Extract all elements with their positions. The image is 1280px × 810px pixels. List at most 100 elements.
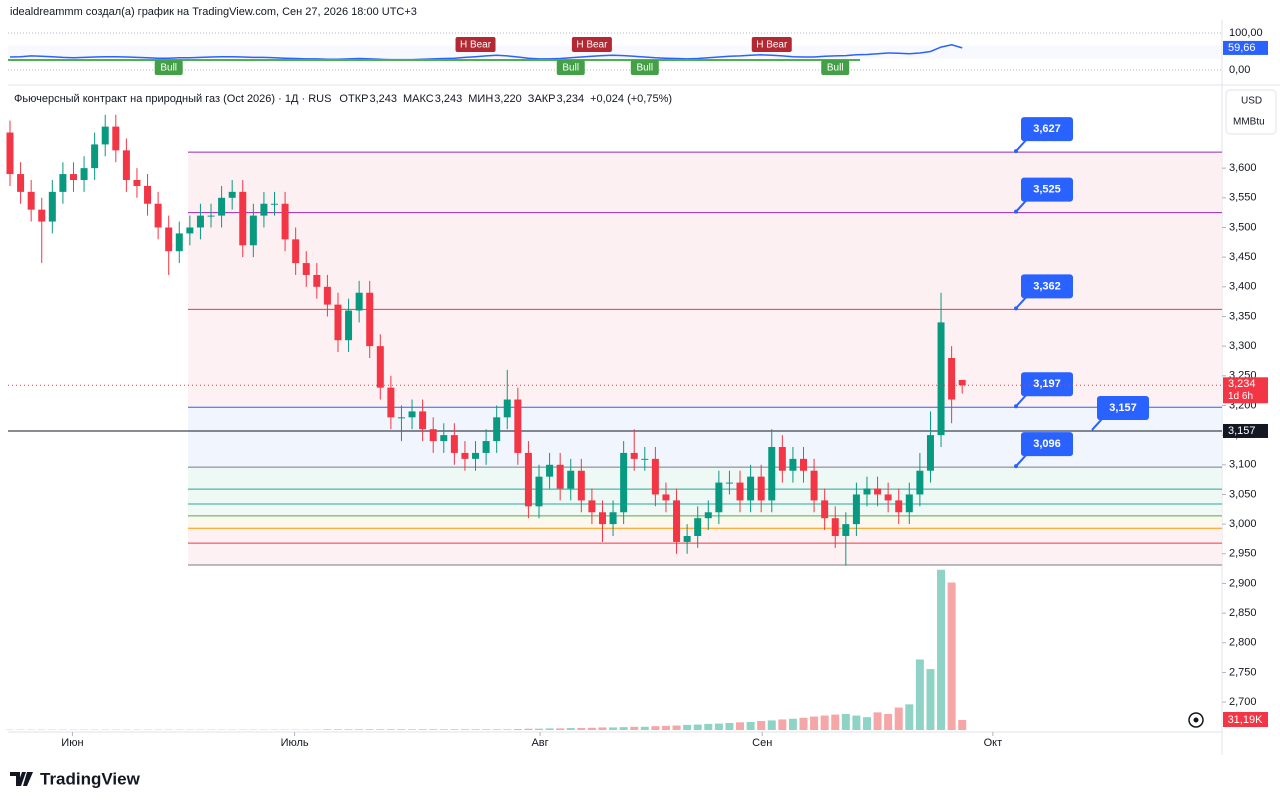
candle-body	[705, 512, 712, 518]
volume-bar	[874, 712, 882, 730]
candle-body	[17, 174, 24, 192]
candle-body	[842, 524, 849, 536]
y-tick-label: 2,800	[1229, 637, 1257, 649]
callout-anchor	[1014, 210, 1018, 214]
y-tick-label: 3,050	[1229, 488, 1257, 500]
candle-body	[863, 489, 870, 495]
volume-bar	[577, 728, 585, 730]
candle-body	[789, 459, 796, 471]
volume-bar	[429, 729, 437, 730]
candle-body	[366, 293, 373, 346]
countdown: 1d 6h	[1228, 391, 1253, 402]
candle-body	[620, 453, 627, 512]
y-tick-label: 3,400	[1229, 281, 1257, 293]
candle-body	[631, 453, 638, 459]
volume-bar	[789, 719, 797, 730]
y-tick-label: 3,500	[1229, 221, 1257, 233]
volume-bar	[630, 727, 638, 730]
volume-bar	[609, 727, 617, 730]
osc-tick-label: 100,00	[1229, 27, 1263, 39]
volume-bar	[472, 729, 480, 730]
volume-bar	[694, 725, 702, 730]
osc-tick-label: 0,00	[1229, 64, 1250, 76]
candle-body	[144, 186, 151, 204]
volume-bar	[461, 729, 469, 730]
y-tick-label: 3,550	[1229, 192, 1257, 204]
volume-bar	[884, 714, 892, 730]
candle-body	[208, 216, 215, 217]
volume-bar	[905, 704, 913, 730]
volume-bar	[419, 729, 427, 730]
candle-body	[176, 233, 183, 251]
y-tick-label: 2,850	[1229, 607, 1257, 619]
candle-body	[334, 305, 341, 341]
candle-body	[938, 322, 945, 435]
candle-body	[461, 453, 468, 459]
volume-bar	[725, 723, 733, 730]
candle-body	[567, 471, 574, 489]
candle-body	[557, 465, 564, 489]
candle-body	[811, 471, 818, 501]
candle-body	[959, 380, 966, 385]
current-line-axis-label: 3,157	[1228, 425, 1256, 437]
settings-dot	[1194, 718, 1199, 723]
candle-body	[356, 293, 363, 311]
level-zone	[188, 528, 1222, 543]
candle-body	[133, 180, 140, 186]
y-tick-label: 3,100	[1229, 459, 1257, 471]
volume-bar	[948, 583, 956, 730]
signal-label: Bull	[160, 63, 177, 74]
candle-body	[102, 127, 109, 145]
candle-body	[409, 411, 416, 417]
volume-bar	[778, 719, 786, 730]
candle-body	[768, 447, 775, 500]
volume-bar	[895, 708, 903, 730]
volume-bar	[747, 722, 755, 730]
candle-body	[737, 483, 744, 501]
volume-bar	[514, 729, 522, 730]
volume-bar	[397, 729, 405, 730]
candle-body	[779, 447, 786, 471]
candle-body	[525, 453, 532, 506]
candle-body	[514, 400, 521, 453]
candle-body	[345, 311, 352, 341]
candle-body	[282, 204, 289, 240]
y-tick-label: 3,350	[1229, 310, 1257, 322]
candle-body	[758, 477, 765, 501]
logo-text: TradingView	[40, 769, 141, 788]
volume-bar	[493, 729, 501, 730]
candle-body	[440, 435, 447, 441]
level-label: 3,627	[1033, 123, 1061, 135]
volume-bar	[937, 570, 945, 730]
candle-body	[673, 500, 680, 542]
volume-bar	[958, 720, 966, 730]
volume-bar	[440, 729, 448, 730]
candle-body	[250, 216, 257, 246]
level-label: 3,096	[1033, 438, 1061, 450]
ohlc-value: 3,243	[435, 93, 463, 105]
osc-band	[8, 46, 1222, 59]
x-tick-label: Июн	[61, 737, 83, 749]
candle-body	[81, 168, 88, 180]
candle-body	[948, 358, 955, 400]
y-tick-label: 2,900	[1229, 577, 1257, 589]
candle-body	[112, 127, 119, 151]
candle-body	[303, 263, 310, 275]
candle-body	[800, 459, 807, 471]
volume-bar	[376, 729, 384, 730]
candle-body	[726, 483, 733, 484]
ohlc-value: 3,234	[557, 93, 585, 105]
candle-body	[28, 192, 35, 210]
ohlc-name: МАКС	[403, 93, 434, 105]
candle-body	[610, 512, 617, 524]
signal-label: H Bear	[576, 40, 608, 51]
x-tick-label: Июль	[281, 737, 309, 749]
candle-body	[186, 227, 193, 233]
candle-body	[419, 411, 426, 429]
volume-bar	[345, 729, 353, 730]
candle-body	[715, 483, 722, 513]
level-zone	[188, 467, 1222, 489]
candle-body	[472, 453, 479, 459]
volume-bar	[620, 727, 628, 730]
candle-body	[218, 198, 225, 216]
